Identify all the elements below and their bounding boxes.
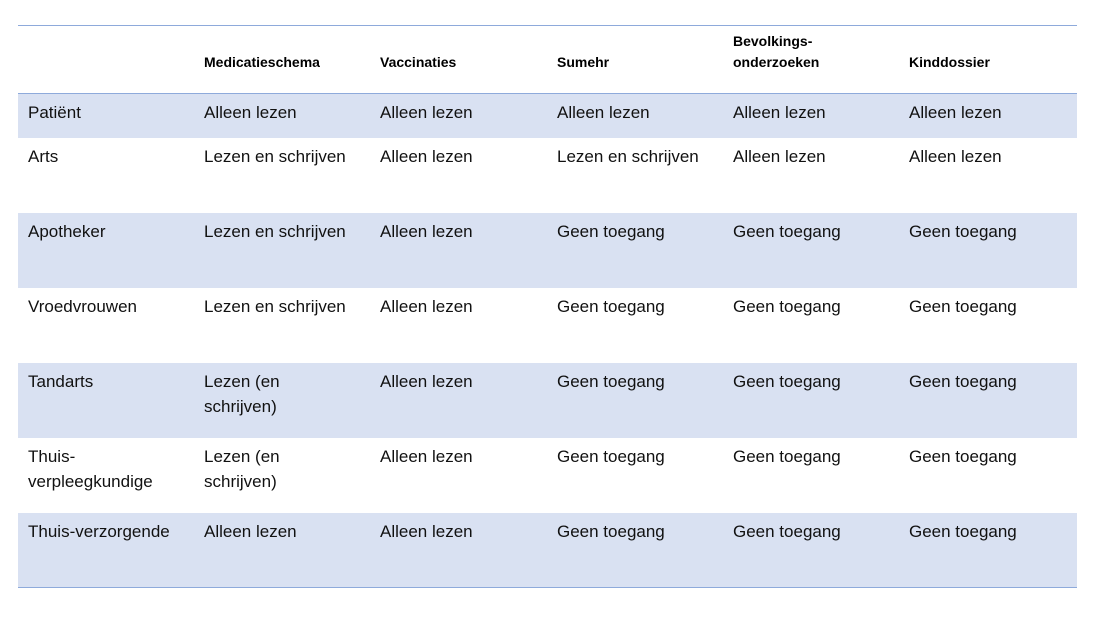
access-cell: Lezen en schrijven — [204, 146, 346, 166]
access-cell: Alleen lezen — [909, 103, 1002, 122]
access-cell: Alleen lezen — [909, 146, 1002, 166]
role-cell: Thuis-verpleegkundige — [28, 446, 153, 491]
table-row: Thuis-verpleegkundige Lezen (en schrijven)… — [18, 438, 1077, 513]
column-header: Kinddossier — [909, 54, 990, 70]
access-cell: Geen toegang — [557, 296, 665, 316]
access-cell: Lezen (en schrijven) — [204, 446, 280, 491]
role-cell: Vroedvrouwen — [28, 296, 137, 316]
access-cell: Geen toegang — [733, 446, 841, 466]
access-cell: Alleen lezen — [380, 296, 473, 316]
table-row: Patiënt Alleen lezen Alleen lezen Alleen le… — [18, 93, 1077, 138]
column-header: Vaccinaties — [380, 54, 457, 70]
access-cell: Geen toegang — [909, 296, 1017, 316]
access-cell: Geen toegang — [557, 221, 665, 241]
role-cell: Apotheker — [28, 221, 106, 241]
access-cell: Geen toegang — [557, 371, 665, 391]
table-row: Thuis-verzorgende Alleen lezen Alleen leze… — [18, 512, 1077, 588]
access-cell: Alleen lezen — [380, 221, 473, 241]
role-cell: Tandarts — [28, 371, 94, 391]
access-cell: Geen toegang — [557, 521, 665, 541]
table-row: Vroedvrouwen Lezen en schrijven Alleen lez… — [18, 288, 1077, 363]
access-cell: Lezen en schrijven — [204, 221, 346, 241]
access-rights-table: Medicatieschema Vaccinaties Sumehr Bevolkin… — [18, 25, 1077, 588]
access-cell: Geen toegang — [733, 521, 841, 541]
access-cell: Geen toegang — [909, 521, 1017, 541]
access-cell: Alleen lezen — [204, 521, 297, 541]
access-cell: Geen toegang — [909, 221, 1017, 241]
access-cell: Geen toegang — [733, 296, 841, 316]
access-cell: Alleen lezen — [380, 146, 473, 166]
table-row: Tandarts Lezen (en schrijven) Alleen lezen G… — [18, 362, 1077, 438]
access-cell: Geen toegang — [733, 221, 841, 241]
access-cell: Alleen lezen — [733, 146, 826, 166]
access-cell: Alleen lezen — [204, 103, 297, 122]
access-cell: Lezen en schrijven — [204, 296, 346, 316]
column-header — [18, 26, 194, 94]
column-header: Medicatieschema — [204, 54, 320, 70]
table-row: Arts Lezen en schrijven Alleen lezen Lezen … — [18, 138, 1077, 213]
access-cell: Geen toegang — [733, 371, 841, 391]
access-cell: Alleen lezen — [380, 521, 473, 541]
role-cell: Arts — [28, 146, 59, 166]
access-cell: Alleen lezen — [733, 103, 826, 122]
column-header: Bevolkings-onderzoeken — [733, 33, 820, 70]
access-cell: Geen toegang — [909, 446, 1017, 466]
role-cell: Patiënt — [28, 103, 81, 122]
access-cell: Lezen (en schrijven) — [204, 371, 280, 416]
role-cell: Thuis-verzorgende — [28, 521, 170, 541]
access-cell: Lezen en schrijven — [557, 146, 699, 166]
header-row: Medicatieschema Vaccinaties Sumehr Bevolkin… — [18, 25, 1077, 94]
column-header: Sumehr — [557, 54, 610, 70]
access-cell: Geen toegang — [909, 371, 1017, 391]
access-cell: Geen toegang — [557, 446, 665, 466]
access-cell: Alleen lezen — [380, 103, 473, 122]
access-cell: Alleen lezen — [557, 103, 650, 122]
access-cell: Alleen lezen — [380, 446, 473, 466]
access-cell: Alleen lezen — [380, 371, 473, 391]
table-row: Apotheker Lezen en schrijven Alleen lezen G… — [18, 212, 1077, 288]
